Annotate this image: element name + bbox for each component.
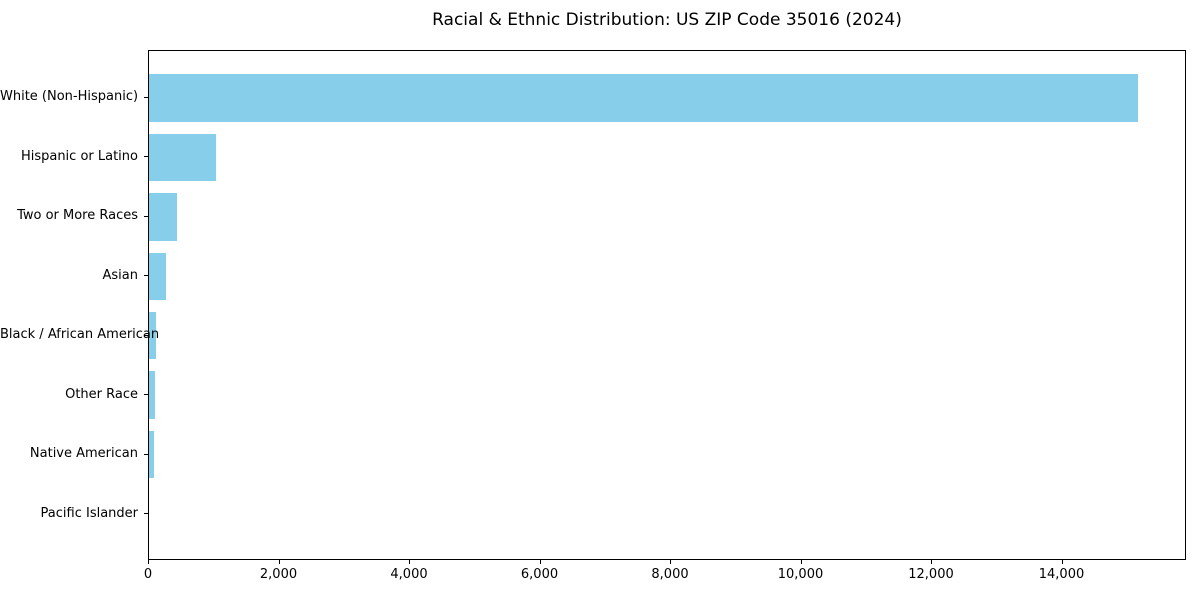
x-tick-mark: [279, 560, 280, 564]
y-tick-label: White (Non-Hispanic): [0, 89, 139, 104]
y-tick-mark: [144, 97, 148, 98]
y-tick-mark: [144, 216, 148, 217]
x-tick-mark: [931, 560, 932, 564]
y-tick-label: Hispanic or Latino: [20, 149, 138, 164]
bar-hispanic-or-latino: [149, 133, 216, 182]
x-tick-label: 10,000: [777, 567, 824, 582]
y-tick-mark: [144, 454, 148, 455]
x-tick-label: 8,000: [651, 567, 689, 582]
y-tick-mark: [144, 156, 148, 157]
x-tick-label: 2,000: [259, 567, 298, 582]
bar-two-or-more-races: [149, 193, 177, 241]
x-tick-mark: [540, 560, 541, 564]
y-tick-label: Black / African American: [0, 327, 160, 342]
chart-title: Racial & Ethnic Distribution: US ZIP Cod…: [432, 10, 902, 30]
x-tick-label: 14,000: [1038, 567, 1085, 582]
y-tick-label: Pacific Islander: [40, 506, 138, 521]
y-tick-label: Asian: [102, 268, 138, 283]
y-tick-label: Other Race: [65, 387, 138, 402]
x-tick-mark: [409, 560, 410, 564]
y-tick-mark: [144, 335, 148, 336]
y-tick-mark: [144, 394, 148, 395]
y-tick-mark: [144, 513, 148, 514]
bar-asian: [149, 252, 166, 301]
y-tick-label: Two or More Races: [17, 208, 138, 223]
plot-area: [148, 50, 1186, 560]
bar-white-non-hispanic: [149, 74, 1138, 122]
y-tick-label: Native American: [29, 446, 138, 461]
x-tick-mark: [801, 560, 802, 564]
x-tick-mark: [148, 560, 149, 564]
bar-other-race: [149, 371, 155, 419]
y-tick-mark: [144, 275, 148, 276]
x-tick-label: 12,000: [908, 567, 954, 582]
x-tick-label: 4,000: [390, 567, 428, 582]
bar-black-african-american: [149, 311, 156, 360]
bar-native-american: [149, 430, 155, 479]
x-tick-label: 0: [143, 567, 153, 582]
x-tick-mark: [1062, 560, 1063, 564]
x-tick-label: 6,000: [520, 567, 559, 582]
x-tick-mark: [670, 560, 671, 564]
